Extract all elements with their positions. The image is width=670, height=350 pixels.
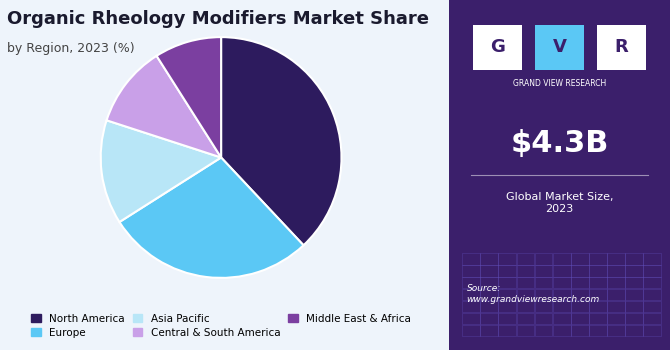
- FancyBboxPatch shape: [473, 25, 522, 70]
- Bar: [607, 253, 625, 265]
- Bar: [571, 253, 589, 265]
- Bar: [498, 277, 516, 288]
- Bar: [498, 253, 516, 265]
- Bar: [643, 289, 661, 300]
- Bar: [571, 313, 589, 324]
- Legend: North America, Europe, Asia Pacific, Central & South America, Middle East & Afri: North America, Europe, Asia Pacific, Cen…: [27, 309, 415, 342]
- Bar: [498, 301, 516, 312]
- Bar: [589, 301, 607, 312]
- Text: G: G: [490, 38, 505, 56]
- Text: by Region, 2023 (%): by Region, 2023 (%): [7, 42, 134, 55]
- Text: Organic Rheology Modifiers Market Share: Organic Rheology Modifiers Market Share: [7, 10, 429, 28]
- Bar: [553, 253, 571, 265]
- Bar: [462, 289, 480, 300]
- Bar: [589, 277, 607, 288]
- Bar: [535, 313, 552, 324]
- Bar: [535, 289, 552, 300]
- Text: $4.3B: $4.3B: [511, 129, 608, 158]
- Bar: [607, 277, 625, 288]
- Bar: [535, 253, 552, 265]
- Text: Global Market Size,
2023: Global Market Size, 2023: [506, 192, 613, 214]
- Text: R: R: [614, 38, 628, 56]
- Text: Source:
www.grandviewresearch.com: Source: www.grandviewresearch.com: [466, 284, 600, 304]
- Bar: [553, 277, 571, 288]
- Bar: [498, 313, 516, 324]
- Bar: [643, 301, 661, 312]
- Bar: [643, 277, 661, 288]
- Bar: [480, 301, 498, 312]
- Bar: [625, 289, 643, 300]
- Bar: [517, 277, 534, 288]
- Bar: [553, 265, 571, 276]
- Bar: [553, 325, 571, 336]
- Bar: [535, 301, 552, 312]
- Bar: [535, 277, 552, 288]
- FancyBboxPatch shape: [597, 25, 646, 70]
- Bar: [607, 325, 625, 336]
- Text: V: V: [553, 38, 566, 56]
- Bar: [498, 325, 516, 336]
- Bar: [643, 265, 661, 276]
- Bar: [607, 265, 625, 276]
- Bar: [643, 313, 661, 324]
- Bar: [607, 289, 625, 300]
- Bar: [589, 325, 607, 336]
- Bar: [462, 277, 480, 288]
- Bar: [607, 301, 625, 312]
- Bar: [480, 265, 498, 276]
- Bar: [589, 265, 607, 276]
- Bar: [589, 313, 607, 324]
- Bar: [553, 313, 571, 324]
- Bar: [517, 253, 534, 265]
- Bar: [625, 277, 643, 288]
- Bar: [625, 301, 643, 312]
- Bar: [553, 301, 571, 312]
- Bar: [589, 253, 607, 265]
- Bar: [498, 289, 516, 300]
- Bar: [571, 301, 589, 312]
- Bar: [589, 289, 607, 300]
- Bar: [462, 265, 480, 276]
- Bar: [462, 301, 480, 312]
- Bar: [625, 265, 643, 276]
- Wedge shape: [107, 56, 221, 158]
- Wedge shape: [221, 37, 342, 245]
- Bar: [462, 253, 480, 265]
- Bar: [517, 313, 534, 324]
- Bar: [517, 289, 534, 300]
- Bar: [571, 325, 589, 336]
- Bar: [498, 265, 516, 276]
- Bar: [553, 289, 571, 300]
- Bar: [480, 277, 498, 288]
- Bar: [480, 313, 498, 324]
- Bar: [643, 253, 661, 265]
- Bar: [607, 313, 625, 324]
- Bar: [517, 301, 534, 312]
- Bar: [517, 265, 534, 276]
- Bar: [480, 289, 498, 300]
- Bar: [643, 325, 661, 336]
- Bar: [571, 277, 589, 288]
- Bar: [462, 313, 480, 324]
- FancyBboxPatch shape: [535, 25, 584, 70]
- Wedge shape: [100, 120, 221, 222]
- Bar: [625, 313, 643, 324]
- Bar: [625, 253, 643, 265]
- Bar: [480, 325, 498, 336]
- Bar: [571, 265, 589, 276]
- Wedge shape: [119, 158, 304, 278]
- Wedge shape: [157, 37, 221, 158]
- Bar: [480, 253, 498, 265]
- Bar: [535, 325, 552, 336]
- Bar: [517, 325, 534, 336]
- Bar: [571, 289, 589, 300]
- Text: GRAND VIEW RESEARCH: GRAND VIEW RESEARCH: [513, 79, 606, 89]
- Bar: [535, 265, 552, 276]
- Bar: [462, 325, 480, 336]
- Bar: [625, 325, 643, 336]
